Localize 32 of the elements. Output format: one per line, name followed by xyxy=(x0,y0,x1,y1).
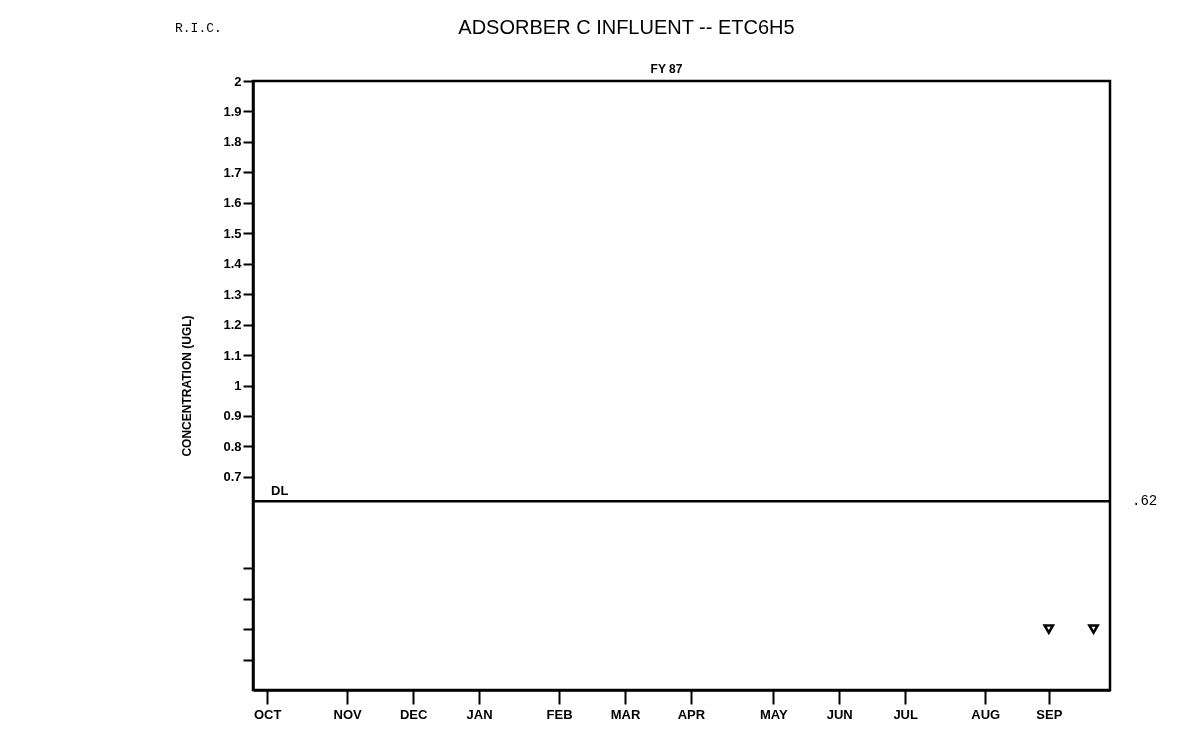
ref-line-label: DL xyxy=(271,483,289,499)
x-tick-label: AUG xyxy=(971,706,1001,722)
x-tick-label: OCT xyxy=(253,706,282,722)
x-tick-label: FEB xyxy=(546,706,573,722)
text: .62 xyxy=(1132,493,1158,510)
y-tick-label: 0.8 xyxy=(223,438,242,454)
x-tick-label: JAN xyxy=(466,706,493,722)
x-tick-label: DEC xyxy=(399,706,428,722)
x-tick-label: MAY xyxy=(759,706,788,722)
y-tick-label: 2 xyxy=(234,73,242,89)
y-tick-label: 1.3 xyxy=(223,286,242,302)
y-tick-label: 1.5 xyxy=(223,225,242,241)
x-tick-label: JUL xyxy=(893,706,918,722)
y-axis-title: CONCENTRATION (UGL) xyxy=(179,315,194,457)
x-tick-label: SEP xyxy=(1036,706,1063,722)
y-tick-label: 1.7 xyxy=(223,164,242,180)
y-tick-label: 1.6 xyxy=(223,195,242,211)
x-tick-label: APR xyxy=(677,706,706,722)
y-tick-label: 1.9 xyxy=(223,103,242,119)
text: R.I.C. xyxy=(175,21,222,36)
chart-title: ADSORBER C INFLUENT -- ETC6H5 xyxy=(458,16,795,38)
y-tick-label: 0.7 xyxy=(223,469,242,485)
x-tick-label: MAR xyxy=(610,706,641,722)
y-tick-label: 0.9 xyxy=(223,408,242,424)
y-tick-label: 1.4 xyxy=(223,256,243,272)
y-tick-label: 1.1 xyxy=(223,347,242,363)
x-tick-label: NOV xyxy=(333,706,363,722)
y-tick-label: 1 xyxy=(234,378,242,393)
y-tick-label: 1.8 xyxy=(223,134,242,150)
y-tick-label: 1.2 xyxy=(223,317,242,333)
chart-subtitle: FY 87 xyxy=(650,62,683,76)
x-tick-label: JUN xyxy=(826,706,853,722)
